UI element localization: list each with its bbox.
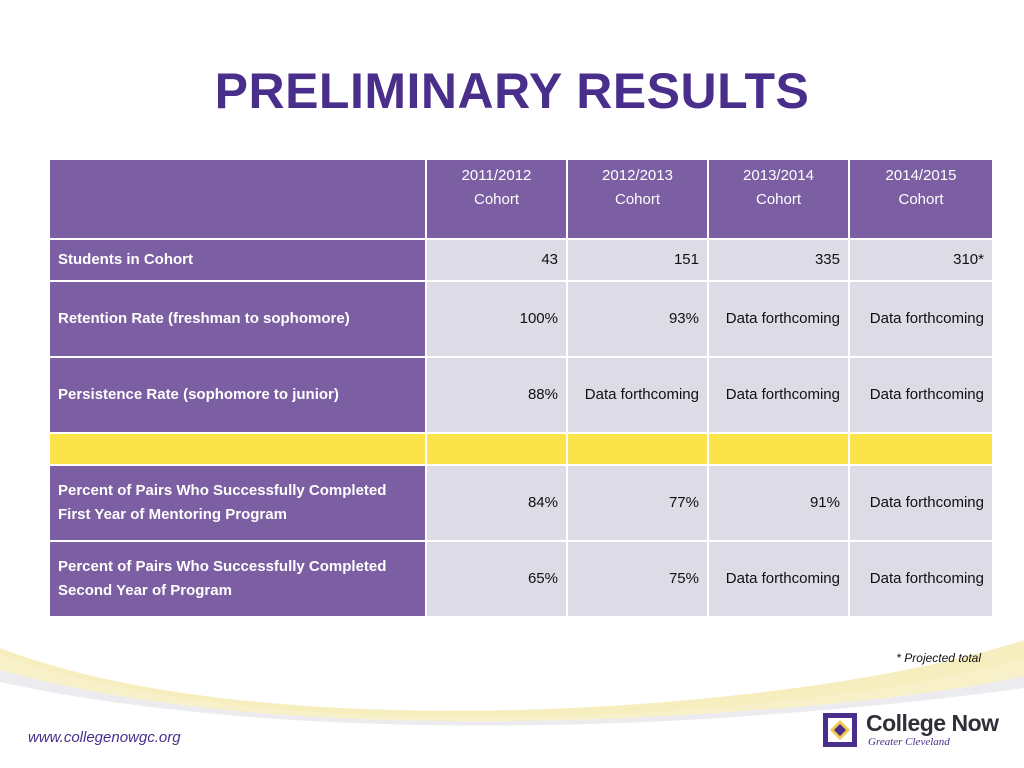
separator-cell (425, 432, 568, 466)
table-cell: 93% (566, 280, 709, 358)
column-header-year: 2011/2012 (461, 167, 532, 184)
website-link[interactable]: www.collegenowgc.org (28, 729, 181, 746)
table-row: Students in Cohort 43 151 335 310* (48, 238, 994, 282)
table-row: Percent of Pairs Who Successfully Comple… (48, 464, 994, 542)
table-row: Persistence Rate (sophomore to junior) 8… (48, 356, 994, 434)
row-label: Students in Cohort (48, 238, 427, 282)
decorative-swoosh (0, 640, 1024, 768)
page-title: PRELIMINARY RESULTS (214, 63, 810, 119)
highlight-separator-row (48, 432, 994, 466)
table-cell: 77% (566, 464, 709, 542)
table-header-row: 2011/2012 Cohort 2012/2013 Cohort 2013/2… (48, 158, 994, 240)
table-cell: 43 (425, 238, 568, 282)
column-header: 2011/2012 Cohort (425, 158, 568, 240)
table-row: Retention Rate (freshman to sophomore) 1… (48, 280, 994, 358)
table-row: Percent of Pairs Who Successfully Comple… (48, 540, 994, 618)
table-cell: 65% (425, 540, 568, 618)
table-cell: Data forthcoming (848, 540, 994, 618)
column-header: 2012/2013 Cohort (566, 158, 709, 240)
college-now-logo: College Now Greater Cleveland (822, 710, 1018, 752)
footnote: * Projected total (896, 651, 981, 665)
table-cell: 91% (707, 464, 850, 542)
row-label: Retention Rate (freshman to sophomore) (48, 280, 427, 358)
table-cell: Data forthcoming (707, 540, 850, 618)
row-label: Persistence Rate (sophomore to junior) (48, 356, 427, 434)
table-cell: 75% (566, 540, 709, 618)
college-now-logo-icon (823, 713, 857, 747)
column-header-year: 2012/2013 (602, 167, 673, 184)
column-header: 2014/2015 Cohort (848, 158, 994, 240)
column-header-label: Cohort (473, 191, 520, 208)
table-cell: Data forthcoming (566, 356, 709, 434)
table-cell: 310* (848, 238, 994, 282)
table-cell: 84% (425, 464, 568, 542)
table-cell: Data forthcoming (848, 280, 994, 358)
row-label: Percent of Pairs Who Successfully Comple… (48, 540, 427, 618)
table-cell: 88% (425, 356, 568, 434)
separator-cell (848, 432, 994, 466)
column-header-year: 2013/2014 (743, 167, 814, 184)
table-cell: 335 (707, 238, 850, 282)
row-label: Percent of Pairs Who Successfully Comple… (48, 464, 427, 542)
separator-cell (566, 432, 709, 466)
table-cell: Data forthcoming (707, 356, 850, 434)
table-cell: Data forthcoming (707, 280, 850, 358)
table-cell: 151 (566, 238, 709, 282)
table-cell: 100% (425, 280, 568, 358)
results-table: 2011/2012 Cohort 2012/2013 Cohort 2013/2… (48, 158, 994, 618)
separator-cell (48, 432, 427, 466)
header-corner-cell (48, 158, 427, 240)
column-header-label: Cohort (898, 191, 944, 208)
table-cell: Data forthcoming (848, 356, 994, 434)
logo-subtitle: Greater Cleveland (868, 736, 950, 748)
column-header-label: Cohort (755, 191, 802, 208)
column-header-year: 2014/2015 (885, 167, 957, 184)
separator-cell (707, 432, 850, 466)
logo-wordmark: College Now (866, 710, 999, 736)
table-cell: Data forthcoming (848, 464, 994, 542)
column-header-label: Cohort (614, 191, 661, 208)
column-header: 2013/2014 Cohort (707, 158, 850, 240)
